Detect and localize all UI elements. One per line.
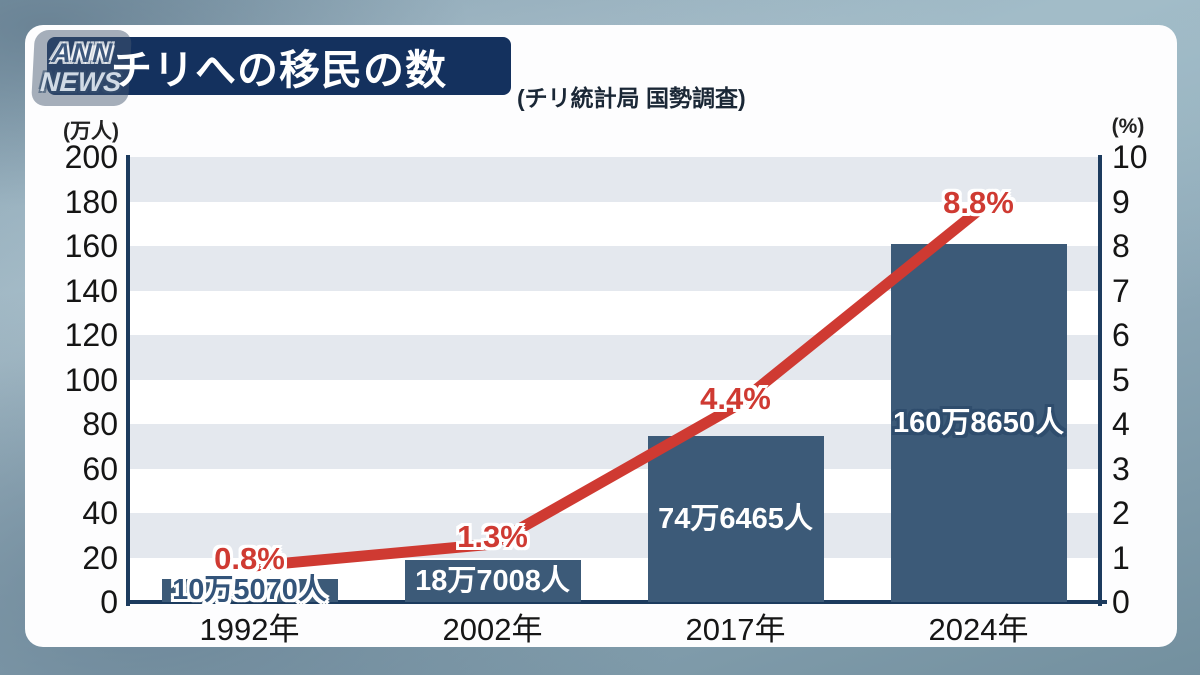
right-axis-tick: 3 xyxy=(1112,450,1130,487)
left-axis-tick: 0 xyxy=(100,584,118,620)
title-box xyxy=(47,37,511,95)
right-axis-tick: 2 xyxy=(1112,495,1130,531)
percent-label: 0.8% xyxy=(214,541,285,577)
percent-label: 1.3% xyxy=(457,519,528,555)
left-axis-tick: 100 xyxy=(64,361,118,398)
bar xyxy=(161,578,338,602)
right-axis-tick: 4 xyxy=(1112,406,1130,442)
right-axis-tick: 10 xyxy=(1112,139,1148,175)
bar-value-label: 18万7008人 xyxy=(415,565,570,598)
right-axis-line xyxy=(1098,155,1102,606)
source-note: (チリ統計局 国勢調査) xyxy=(517,85,746,111)
right-axis-tick: 0 xyxy=(1112,584,1130,620)
left-axis-line xyxy=(126,155,130,606)
right-axis-unit: (%) xyxy=(1111,115,1145,138)
bar-value-label: 10万5070人 xyxy=(172,574,327,607)
left-axis-tick: 20 xyxy=(82,539,118,576)
bar-value-label: 160万8650人 xyxy=(893,407,1064,440)
left-axis-unit: (万人) xyxy=(63,120,119,143)
left-axis-tick: 200 xyxy=(64,139,118,175)
right-axis-tick: 6 xyxy=(1112,317,1130,353)
left-axis-tick: 80 xyxy=(82,406,118,442)
left-axis-tick: 160 xyxy=(64,228,118,264)
grid-band xyxy=(128,157,1100,202)
x-axis-label: 1992年 xyxy=(199,612,300,647)
left-axis-tick: 120 xyxy=(64,317,118,353)
x-axis-label: 2017年 xyxy=(685,612,786,647)
x-axis-label: 2002年 xyxy=(442,612,543,647)
left-axis-tick: 140 xyxy=(64,272,118,309)
right-axis-tick: 7 xyxy=(1112,272,1130,309)
right-axis-tick: 5 xyxy=(1112,361,1130,398)
left-axis-tick: 180 xyxy=(64,183,118,220)
left-axis-tick: 60 xyxy=(82,450,118,487)
percent-label: 8.8% xyxy=(943,185,1014,221)
right-axis-tick: 9 xyxy=(1112,183,1130,220)
right-axis-tick: 8 xyxy=(1112,228,1130,264)
right-axis-tick: 1 xyxy=(1112,539,1130,576)
bar-value-label: 74万6465人 xyxy=(658,502,813,535)
x-axis-label: 2024年 xyxy=(928,612,1029,647)
bottom-axis-line xyxy=(126,600,1107,604)
percent-label: 4.4% xyxy=(700,381,771,417)
left-axis-tick: 40 xyxy=(82,495,118,531)
page-title: チリへの移民の数 xyxy=(111,47,447,93)
